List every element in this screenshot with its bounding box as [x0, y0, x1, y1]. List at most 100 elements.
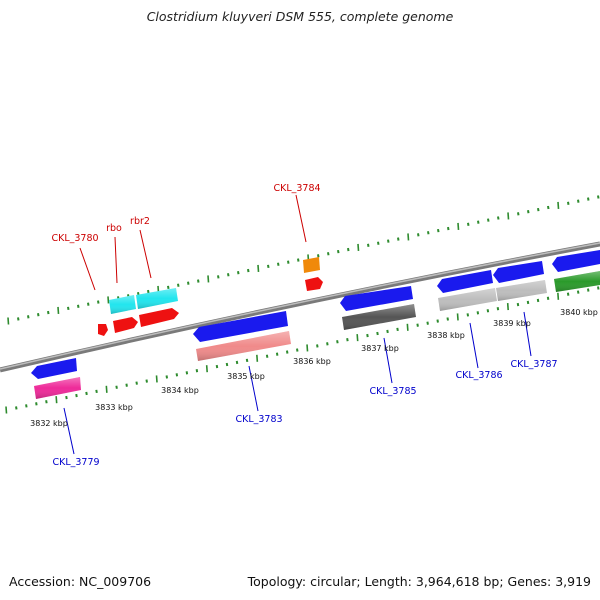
outer-minor-tick	[547, 205, 550, 210]
outer-minor-tick	[417, 233, 420, 237]
gene-label-ckl-3780[interactable]: CKL_3780	[51, 233, 98, 244]
outer-minor-tick	[497, 216, 500, 220]
inner-minor-tick	[195, 369, 199, 373]
inner-minor-tick	[326, 342, 329, 346]
inner-minor-tick	[15, 406, 18, 410]
gene-ckl-3780[interactable]	[98, 324, 108, 336]
gene-label-rbr2[interactable]: rbr2	[130, 216, 150, 227]
inner-major-tick	[55, 396, 58, 404]
inner-minor-tick	[426, 321, 429, 325]
inner-minor-tick	[275, 352, 279, 356]
inner-major-tick	[256, 354, 259, 362]
gene-label-rbo[interactable]: rbo	[106, 223, 122, 234]
gene-ckl-3785[interactable]	[340, 286, 416, 330]
label-leaders	[63, 194, 532, 455]
outer-major-tick	[457, 222, 460, 230]
outer-minor-tick	[47, 310, 50, 315]
inner-minor-tick	[295, 348, 299, 352]
outer-minor-tick	[37, 313, 40, 317]
inner-minor-tick	[215, 364, 219, 369]
inner-minor-tick	[576, 290, 580, 294]
outer-major-tick	[7, 317, 10, 325]
gene-label-ckl-3783[interactable]: CKL_3783	[235, 414, 282, 425]
gene-ckl-3783[interactable]	[193, 311, 291, 361]
inner-major-tick	[105, 385, 108, 393]
inner-minor-tick	[376, 331, 379, 336]
inner-minor-tick	[466, 313, 470, 317]
inner-minor-tick	[336, 340, 339, 344]
outer-minor-tick	[97, 300, 100, 304]
outer-minor-tick	[337, 249, 340, 254]
inner-minor-tick	[586, 288, 590, 292]
gene-ckl-3786[interactable]	[437, 270, 497, 311]
outer-major-tick	[357, 243, 360, 251]
outer-minor-tick	[467, 222, 470, 226]
outer-minor-tick	[387, 239, 390, 243]
gene-ckl-3787[interactable]	[493, 261, 547, 301]
inner-major-tick	[456, 313, 459, 321]
outer-minor-tick	[437, 228, 440, 233]
inner-minor-tick	[526, 300, 530, 305]
outer-major-tick	[207, 275, 210, 283]
inner-tick-row	[5, 286, 600, 414]
gene-next-partial[interactable]	[552, 250, 600, 292]
gene-arrow-shade	[34, 377, 81, 399]
tick-label-3837: 3837 kbp	[361, 344, 399, 353]
inner-minor-tick	[536, 298, 540, 303]
inner-minor-tick	[396, 327, 399, 332]
outer-major-tick	[407, 233, 410, 241]
gene-arrow-shade	[554, 271, 600, 292]
gene-arrow	[139, 308, 179, 327]
inner-major-tick	[406, 323, 409, 331]
inner-minor-tick	[486, 309, 490, 313]
inner-minor-tick	[597, 286, 600, 290]
gene-rbr2[interactable]	[136, 288, 179, 327]
outer-minor-tick	[537, 207, 540, 212]
map-title: Clostridium kluyveri DSM 555, complete g…	[146, 9, 454, 24]
gene-ckl-3784[interactable]	[303, 257, 323, 291]
gene-arrow-shade	[342, 304, 416, 330]
inner-minor-tick	[265, 354, 269, 358]
gene-arrow-shade	[196, 331, 291, 361]
outer-minor-tick	[77, 304, 80, 308]
inner-minor-tick	[85, 391, 88, 396]
inner-minor-tick	[346, 338, 349, 342]
gene-arrow-shade	[136, 288, 178, 309]
outer-minor-tick	[87, 302, 90, 306]
outer-minor-tick	[197, 279, 200, 283]
outer-minor-tick	[597, 195, 600, 199]
gene-label-ckl-3785[interactable]: CKL_3785	[369, 386, 416, 397]
outer-minor-tick	[277, 262, 280, 266]
inner-minor-tick	[436, 319, 439, 323]
outer-minor-tick	[367, 243, 370, 248]
outer-minor-tick	[397, 237, 400, 241]
gene-arrow	[305, 277, 323, 291]
inner-minor-tick	[45, 400, 48, 404]
gene-arrow	[437, 270, 493, 293]
gene-label-ckl-3779[interactable]: CKL_3779	[52, 457, 99, 468]
outer-minor-tick	[177, 283, 180, 287]
inner-major-tick	[306, 344, 309, 352]
outer-minor-tick	[217, 275, 220, 279]
inner-major-tick	[356, 334, 359, 342]
inner-minor-tick	[386, 329, 389, 334]
gene-arrow	[340, 286, 413, 311]
inner-major-tick	[155, 375, 158, 383]
gene-label-ckl-3786[interactable]: CKL_3786	[455, 370, 502, 381]
gene-arrow-shade	[109, 295, 136, 314]
gene-rbo[interactable]	[109, 295, 138, 333]
gene-label-ckl-3784[interactable]: CKL_3784	[273, 183, 320, 194]
inner-minor-tick	[25, 404, 28, 408]
outer-minor-tick	[167, 285, 170, 290]
gene-arrow	[113, 317, 138, 333]
gene-ckl-3779[interactable]	[31, 358, 81, 399]
inner-minor-tick	[115, 385, 118, 389]
outer-minor-tick	[587, 197, 590, 201]
outer-minor-tick	[447, 226, 450, 231]
tick-label-3839: 3839 kbp	[493, 319, 531, 328]
inner-minor-tick	[95, 389, 98, 394]
outer-minor-tick	[487, 218, 490, 222]
gene-arrow	[193, 311, 288, 342]
gene-label-ckl-3787[interactable]: CKL_3787	[510, 359, 557, 370]
